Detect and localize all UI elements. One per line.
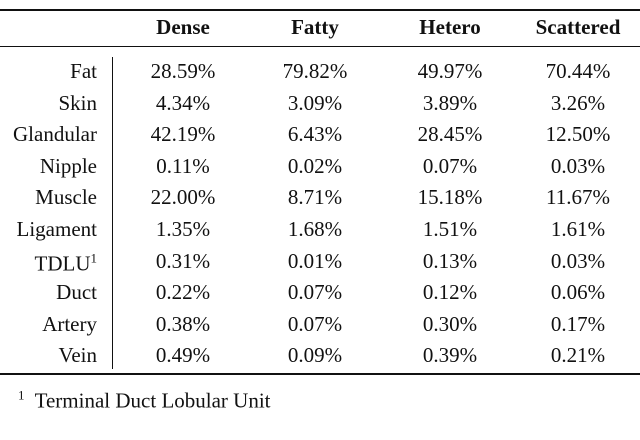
column-header: Scattered	[535, 15, 621, 39]
cell: 0.06%	[550, 280, 606, 305]
row-label: Duct	[56, 280, 97, 304]
row-label: Vein	[59, 343, 98, 367]
row-label: Nipple	[40, 154, 97, 178]
cell: 0.38%	[155, 311, 211, 336]
row-label: Muscle	[35, 185, 97, 209]
cell: 0.12%	[422, 280, 478, 305]
column-header: Dense	[156, 15, 210, 39]
row-label-text: Artery	[42, 311, 97, 336]
cell: 0.07%	[287, 280, 343, 305]
column-header: Fatty	[291, 15, 339, 39]
row-label: Ligament	[17, 217, 97, 241]
row-label-text: TDLU	[34, 251, 91, 276]
cell: 1.51%	[422, 217, 478, 241]
cell: 0.13%	[422, 248, 478, 273]
row-label-text: Duct	[56, 280, 97, 305]
mid-rule	[0, 46, 640, 47]
row-label: TDLU1	[35, 246, 98, 275]
cell: 0.39%	[422, 343, 478, 368]
cell: 0.22%	[155, 280, 211, 305]
cell: 0.31%	[155, 248, 211, 273]
row-label: Artery	[42, 312, 97, 336]
cell: 0.03%	[550, 153, 606, 178]
cell: 8.71%	[287, 185, 343, 210]
cell: 1.61%	[550, 217, 606, 241]
cell: 0.30%	[422, 311, 478, 336]
footnote-ref: 1	[90, 250, 98, 266]
cell: 0.09%	[287, 343, 343, 368]
cell: 0.03%	[550, 248, 606, 273]
row-label-text: Muscle	[35, 185, 97, 210]
cell: 4.34%	[155, 90, 211, 115]
cell: 1.35%	[155, 217, 211, 241]
bottom-rule	[0, 373, 640, 375]
cell: 3.26%	[550, 90, 606, 115]
cell: 79.82%	[282, 59, 348, 83]
footnote-text: Terminal Duct Lobular Unit	[34, 388, 271, 413]
cell: 0.49%	[155, 343, 211, 368]
cell: 1.68%	[287, 217, 343, 241]
row-label-text: Fat	[70, 59, 97, 83]
cell: 0.11%	[156, 153, 210, 178]
footnote: 1 Terminal Duct Lobular Unit	[18, 384, 271, 413]
cell: 0.02%	[287, 153, 343, 178]
row-label: Fat	[70, 59, 97, 83]
cell: 3.89%	[422, 90, 478, 115]
row-label-text: Ligament	[16, 217, 97, 241]
cell: 3.09%	[287, 90, 343, 115]
row-label: Glandular	[13, 122, 97, 146]
cell: 15.18%	[417, 185, 483, 210]
cell: 70.44%	[545, 59, 611, 83]
column-divider	[112, 57, 113, 369]
footnote-marker: 1	[18, 387, 25, 403]
cell: 22.00%	[150, 185, 216, 210]
row-label-text: Glandular	[13, 122, 97, 147]
row-label-text: Skin	[58, 90, 97, 115]
cell: 49.97%	[417, 59, 483, 83]
cell: 6.43%	[287, 122, 343, 147]
top-rule	[0, 9, 640, 11]
column-header: Hetero	[419, 15, 481, 39]
row-label-text: Nipple	[39, 153, 97, 178]
cell: 0.07%	[287, 311, 343, 336]
cell: 0.21%	[550, 343, 606, 368]
cell: 0.07%	[422, 153, 478, 178]
cell: 0.01%	[287, 248, 343, 273]
row-label-text: Vein	[58, 343, 98, 368]
cell: 12.50%	[545, 122, 611, 147]
row-label: Skin	[58, 91, 97, 115]
cell: 11.67%	[546, 185, 610, 210]
cell: 28.45%	[417, 122, 483, 147]
cell: 0.17%	[550, 311, 606, 336]
cell: 42.19%	[150, 122, 216, 147]
cell: 28.59%	[150, 59, 216, 83]
